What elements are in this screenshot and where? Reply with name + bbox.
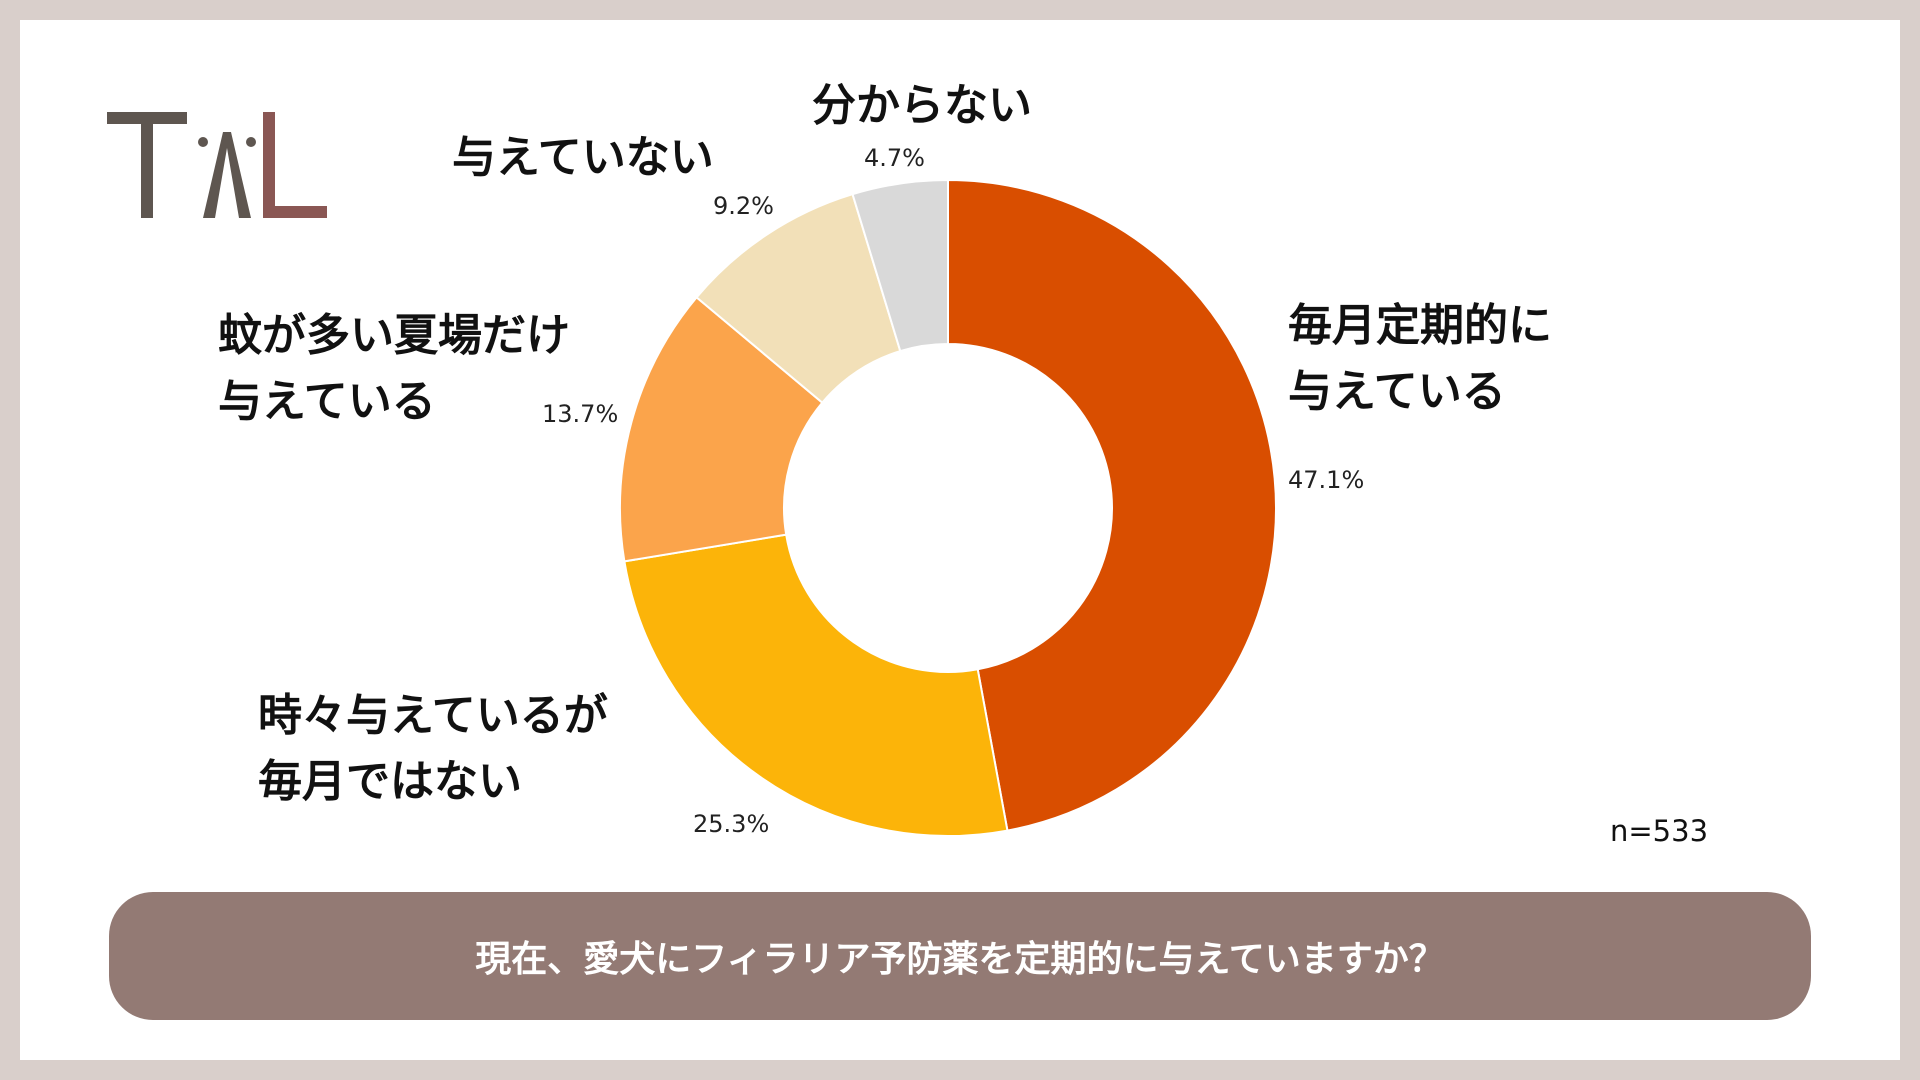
category-label-5: 分からない [812,80,1032,131]
donut-slice-3 [619,295,824,563]
donut-slice-1 [947,178,1277,832]
value-label-1: 47.1% [1288,466,1364,494]
sample-size-label: n=533 [1610,814,1709,848]
category-label-2: 時々与えているが毎月ではない [258,690,608,807]
value-label-4: 9.2% [713,192,774,220]
value-label-5: 4.7% [864,144,925,172]
survey-question-banner: 現在、愛犬にフィラリア予防薬を定期的に与えていますか？ [109,892,1811,1020]
category-label-4: 与えていない [452,132,714,183]
donut-slice-5 [851,178,949,353]
category-label-3: 蚊が多い夏場だけ与えている [218,310,570,427]
value-label-3: 13.7% [542,400,618,428]
tal-logo [107,112,327,218]
value-label-2: 25.3% [693,810,769,838]
category-label-1: 毎月定期的に与えている [1288,300,1552,417]
donut-slice-2 [623,533,1009,838]
